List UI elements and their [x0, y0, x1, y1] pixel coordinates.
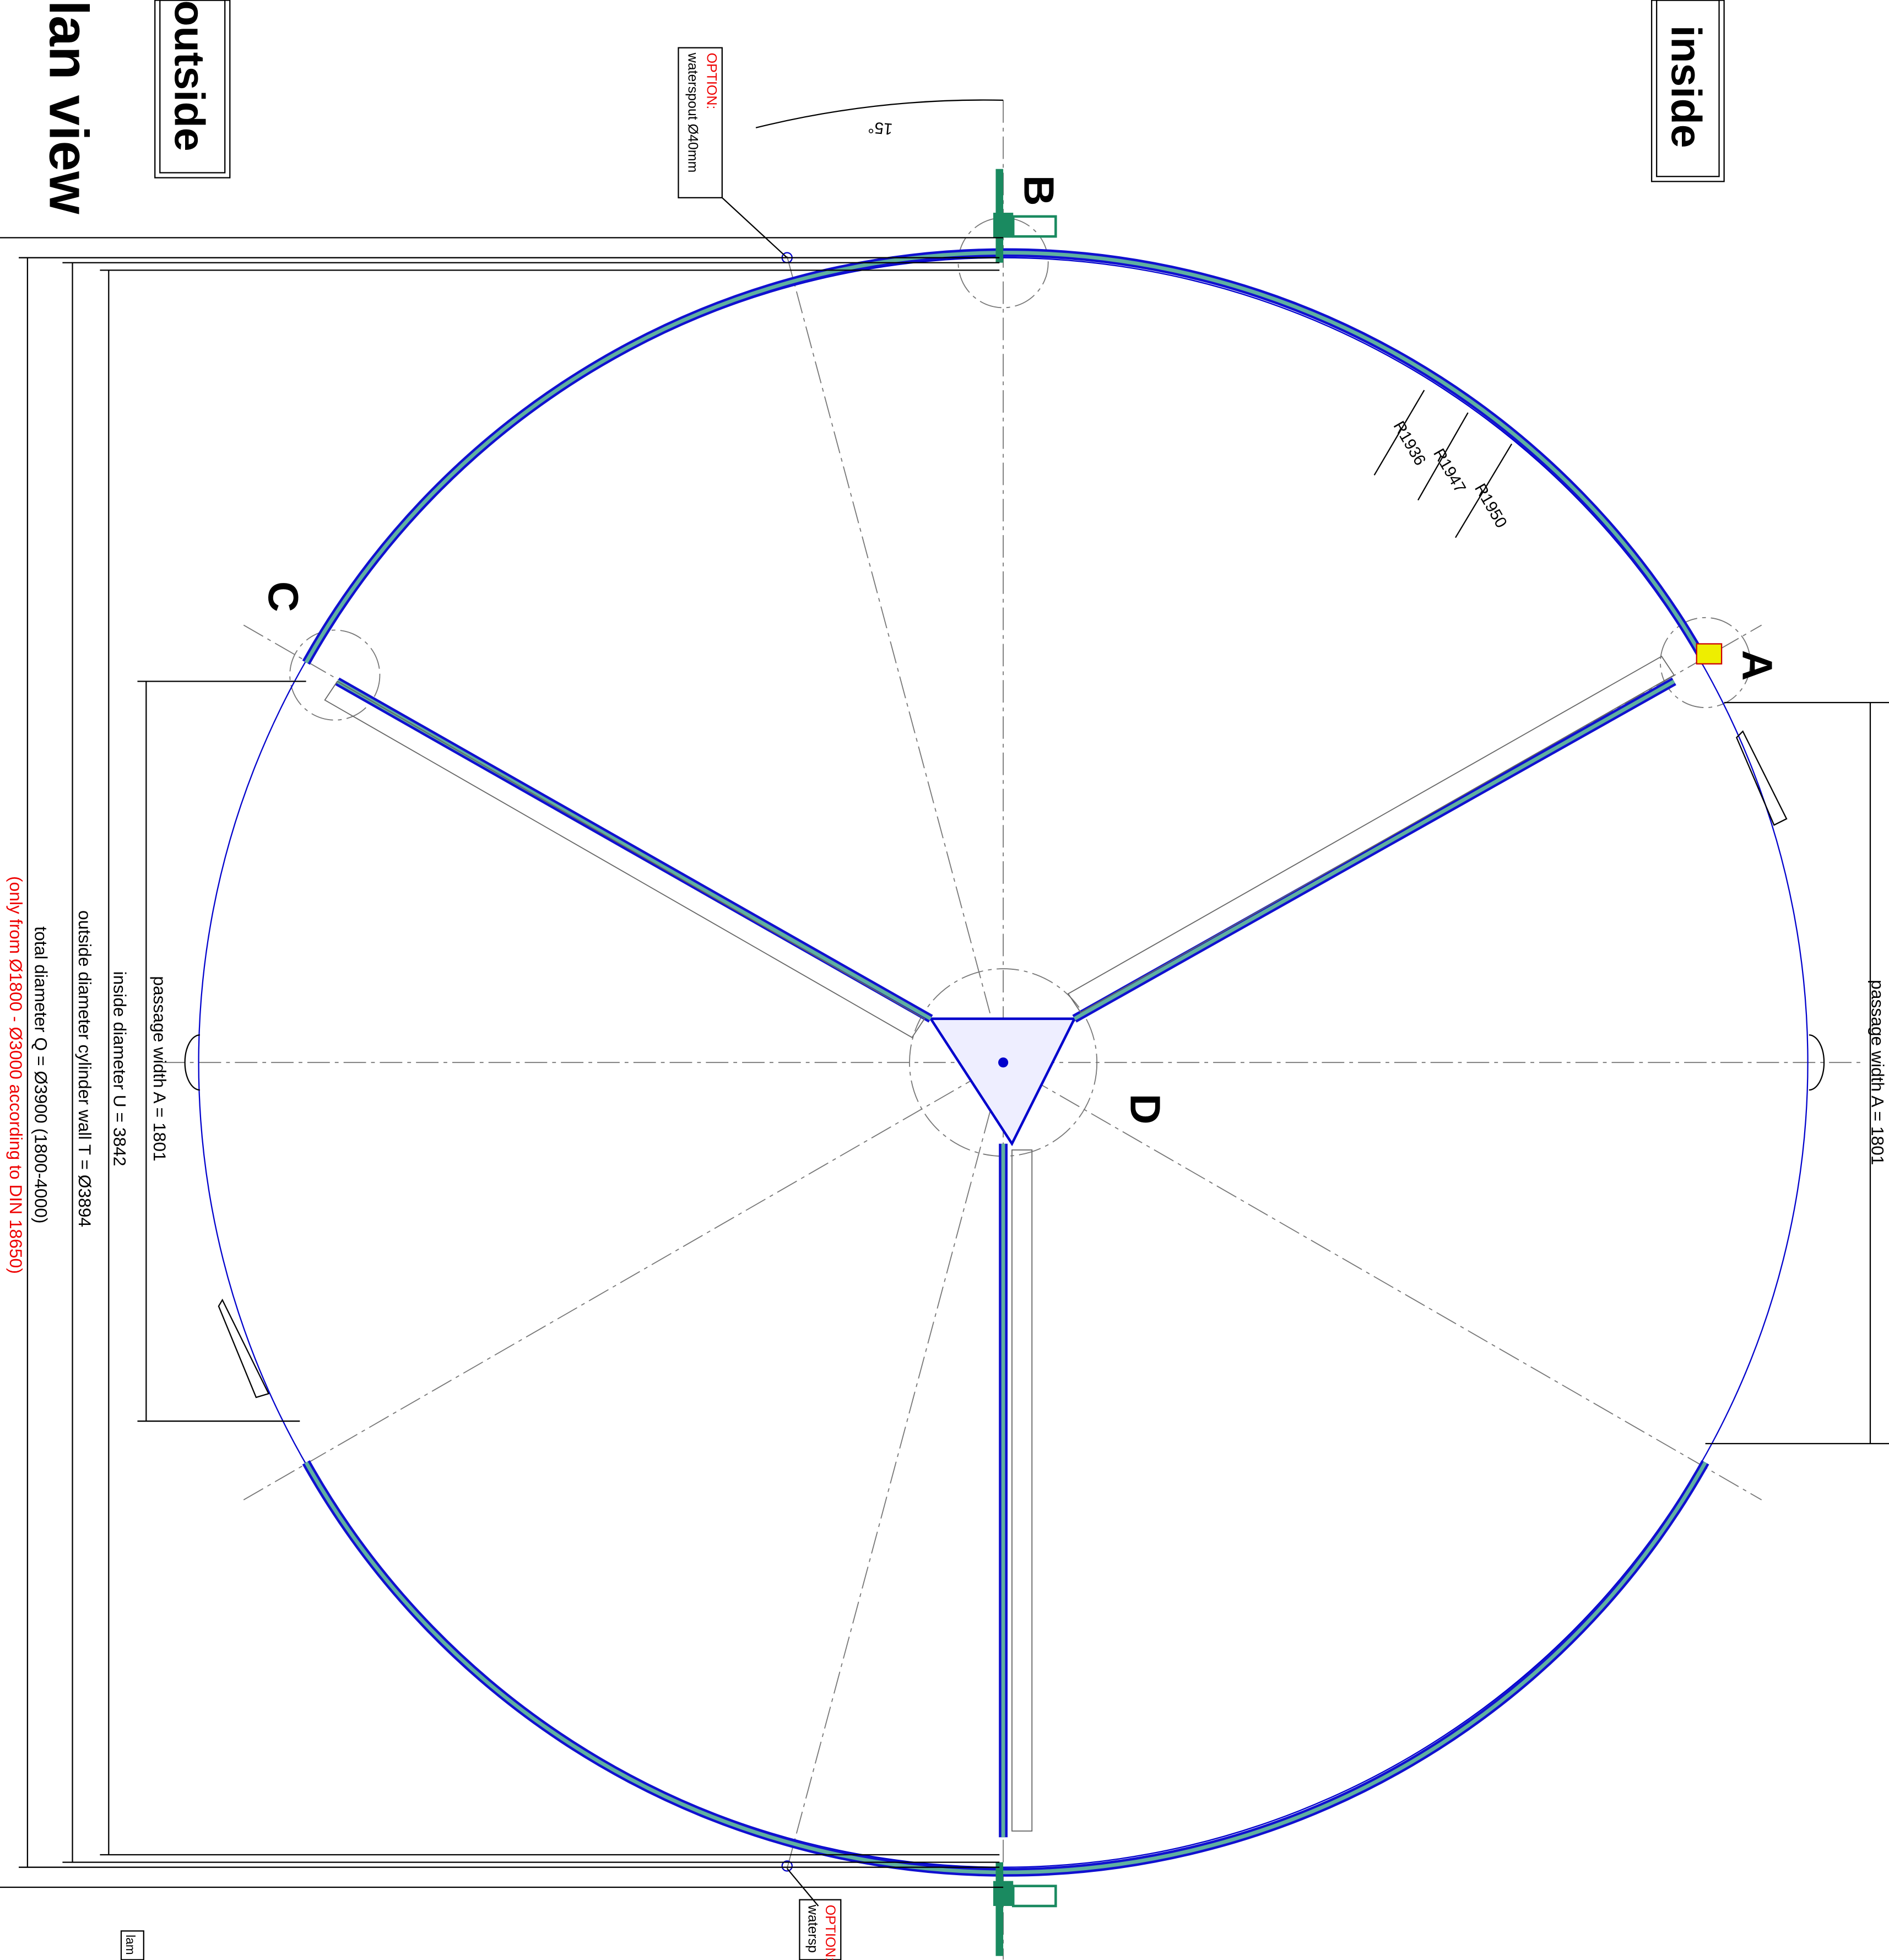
fixtures: [184, 169, 1825, 1956]
point-label: A: [1734, 650, 1781, 681]
option-text: watersp: [805, 1904, 820, 1953]
option-text: waterspout Ø40mm: [685, 52, 701, 173]
angle-label: 15°: [867, 118, 893, 138]
wings: [324, 655, 1676, 1838]
dimension-label: inside diameter U = 3842: [110, 971, 129, 1167]
point-label: B: [1015, 175, 1063, 206]
lamp-label: lam: [123, 1935, 138, 1955]
side-label: outside: [166, 1, 213, 152]
dimension-label: passage width A = 1801: [1868, 980, 1887, 1165]
point-label: C: [259, 581, 307, 612]
boxes: [120, 0, 1725, 1960]
dimension-label: outside diameter cylinder wall T = Ø3894: [75, 910, 95, 1227]
dimension-note: (only from Ø1800 - Ø3000 according to DI…: [6, 876, 26, 1274]
side-label: inside: [1662, 25, 1709, 148]
dimension-label: total diameter Q = Ø3900 (1800-4000): [31, 926, 51, 1223]
title: lan view: [38, 0, 99, 214]
point-label: D: [1121, 1094, 1168, 1125]
dimension-label: passage width A = 1801: [150, 976, 170, 1161]
dimension-lines: [0, 99, 1889, 1907]
option-label: OPTION:: [704, 53, 719, 110]
option-label: OPTION:: [822, 1905, 838, 1960]
